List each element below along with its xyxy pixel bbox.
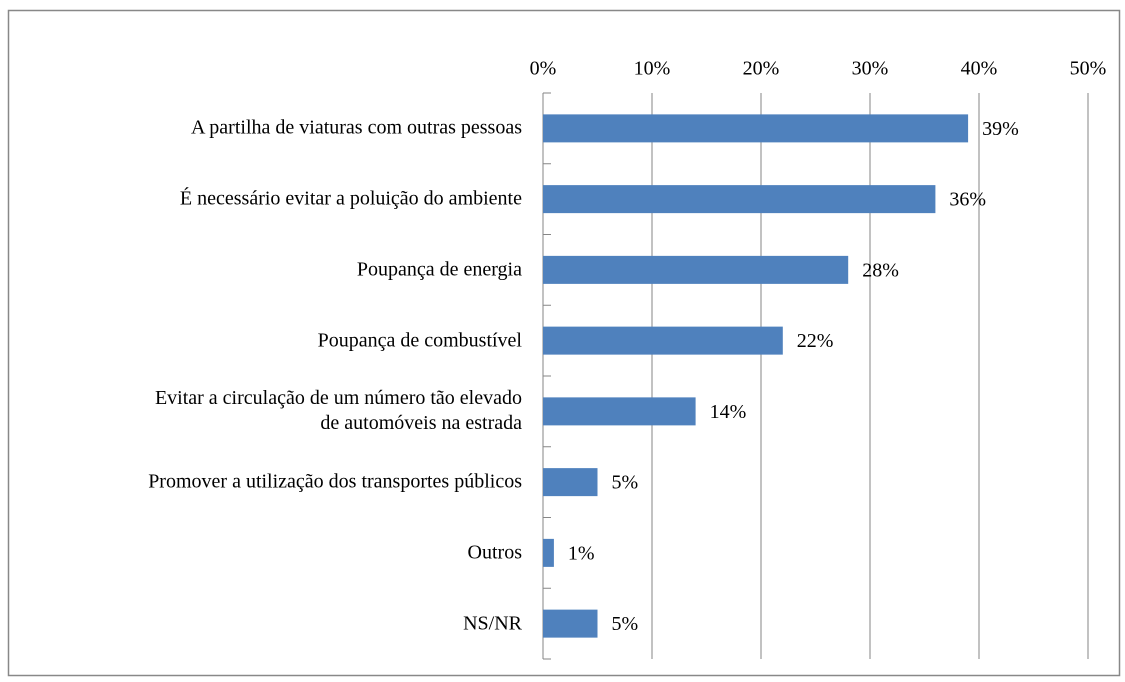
category-label: É necessário evitar a poluição do ambien… [179, 187, 522, 210]
bar [543, 114, 969, 143]
x-tick-label: 40% [961, 58, 998, 80]
category-label: Outros [467, 541, 522, 564]
category-label: Evitar a circulação de um número tão ele… [154, 387, 522, 435]
category-label: NS/NR [463, 612, 522, 635]
category-label: Poupança de combustível [317, 329, 522, 352]
category-label: Promover a utilização dos transportes pú… [148, 470, 522, 493]
category-label: A partilha de viaturas com outras pessoa… [190, 116, 522, 139]
x-tick-label: 20% [743, 58, 780, 80]
value-label: 5% [612, 472, 639, 494]
value-label: 22% [797, 330, 834, 352]
value-label: 28% [862, 259, 899, 281]
value-label: 36% [949, 189, 986, 211]
bar [543, 468, 598, 497]
bar [543, 255, 849, 284]
value-label: 39% [982, 118, 1019, 140]
x-tick-label: 0% [530, 58, 557, 80]
bar [543, 185, 936, 214]
category-label: Poupança de energia [356, 258, 522, 281]
x-tick-label: 50% [1070, 58, 1107, 80]
x-tick-label: 30% [852, 58, 889, 80]
value-label: 1% [568, 542, 595, 564]
value-label: 5% [612, 613, 639, 635]
bar [543, 326, 783, 355]
bar [543, 538, 554, 567]
value-label: 14% [710, 401, 747, 423]
bar [543, 609, 598, 638]
x-tick-label: 10% [634, 58, 671, 80]
bar [543, 397, 696, 426]
